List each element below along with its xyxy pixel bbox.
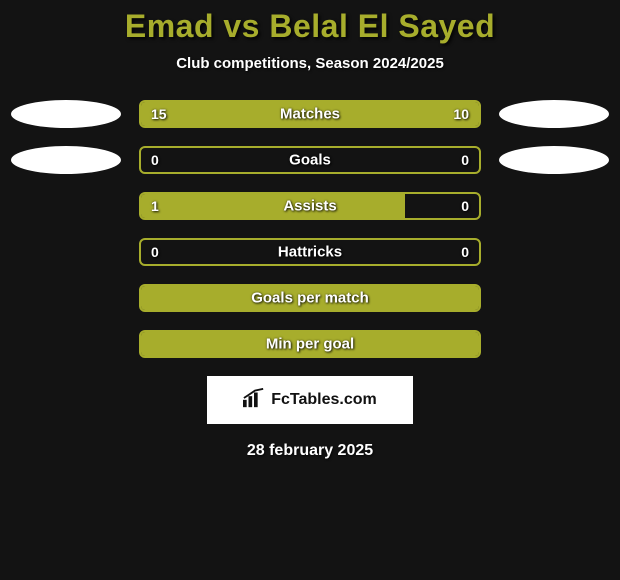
stat-row: Goals 0 0 bbox=[0, 146, 620, 174]
stat-label: Min per goal bbox=[266, 336, 354, 353]
stat-label: Hattricks bbox=[278, 244, 342, 261]
stat-label: Matches bbox=[280, 106, 340, 123]
stat-value-right: 0 bbox=[461, 244, 469, 260]
stat-value-left: 0 bbox=[151, 152, 159, 168]
chart-icon bbox=[243, 388, 265, 413]
stat-value-left: 15 bbox=[151, 106, 167, 122]
stat-bar: Goals 0 0 bbox=[139, 146, 481, 174]
player-right-ellipse bbox=[499, 100, 609, 128]
stat-value-left: 0 bbox=[151, 244, 159, 260]
watermark-text: FcTables.com bbox=[271, 391, 377, 409]
stat-value-right: 0 bbox=[461, 152, 469, 168]
stat-bar: Hattricks 0 0 bbox=[139, 238, 481, 266]
date-label: 28 february 2025 bbox=[0, 442, 620, 460]
stats-list: Matches1510Goals00Assists10Hattricks00Go… bbox=[0, 100, 620, 358]
stat-row: Hattricks 0 0 bbox=[0, 238, 620, 266]
page-title: Emad vs Belal El Sayed bbox=[0, 8, 620, 45]
page-subtitle: Club competitions, Season 2024/2025 bbox=[0, 55, 620, 72]
stat-row: Assists 1 0 bbox=[0, 192, 620, 220]
stat-value-right: 10 bbox=[453, 106, 469, 122]
player-right-ellipse bbox=[499, 146, 609, 174]
watermark: FcTables.com bbox=[207, 376, 413, 424]
bar-fill-left bbox=[141, 194, 405, 218]
stat-bar: Assists 1 0 bbox=[139, 192, 481, 220]
player-left-ellipse bbox=[11, 100, 121, 128]
player-left-ellipse bbox=[11, 146, 121, 174]
stat-label: Goals per match bbox=[251, 290, 369, 307]
stat-label: Assists bbox=[283, 198, 336, 215]
stat-row: Goals per match bbox=[0, 284, 620, 312]
stat-label: Goals bbox=[289, 152, 331, 169]
stat-value-right: 0 bbox=[461, 198, 469, 214]
stat-row: Min per goal bbox=[0, 330, 620, 358]
infographic-root: Emad vs Belal El Sayed Club competitions… bbox=[0, 0, 620, 460]
stat-row: Matches 15 10 bbox=[0, 100, 620, 128]
stat-bar: Min per goal bbox=[139, 330, 481, 358]
stat-bar: Goals per match bbox=[139, 284, 481, 312]
stat-value-left: 1 bbox=[151, 198, 159, 214]
stat-bar: Matches 15 10 bbox=[139, 100, 481, 128]
